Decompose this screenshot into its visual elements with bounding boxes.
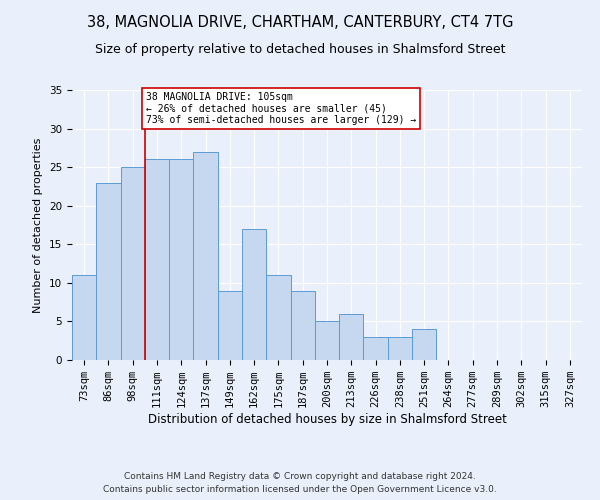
Y-axis label: Number of detached properties: Number of detached properties: [34, 138, 43, 312]
Text: 38, MAGNOLIA DRIVE, CHARTHAM, CANTERBURY, CT4 7TG: 38, MAGNOLIA DRIVE, CHARTHAM, CANTERBURY…: [87, 15, 513, 30]
Bar: [72, 275, 96, 360]
Bar: [339, 314, 364, 360]
Bar: [145, 160, 169, 360]
Bar: [315, 322, 339, 360]
Bar: [242, 229, 266, 360]
X-axis label: Distribution of detached houses by size in Shalmsford Street: Distribution of detached houses by size …: [148, 413, 506, 426]
Bar: [266, 275, 290, 360]
Bar: [364, 337, 388, 360]
Bar: [412, 329, 436, 360]
Bar: [193, 152, 218, 360]
Bar: [96, 182, 121, 360]
Text: 38 MAGNOLIA DRIVE: 105sqm
← 26% of detached houses are smaller (45)
73% of semi-: 38 MAGNOLIA DRIVE: 105sqm ← 26% of detac…: [146, 92, 416, 124]
Bar: [169, 160, 193, 360]
Text: Size of property relative to detached houses in Shalmsford Street: Size of property relative to detached ho…: [95, 42, 505, 56]
Bar: [290, 290, 315, 360]
Text: Contains HM Land Registry data © Crown copyright and database right 2024.: Contains HM Land Registry data © Crown c…: [124, 472, 476, 481]
Bar: [121, 167, 145, 360]
Text: Contains public sector information licensed under the Open Government Licence v3: Contains public sector information licen…: [103, 485, 497, 494]
Bar: [388, 337, 412, 360]
Bar: [218, 290, 242, 360]
